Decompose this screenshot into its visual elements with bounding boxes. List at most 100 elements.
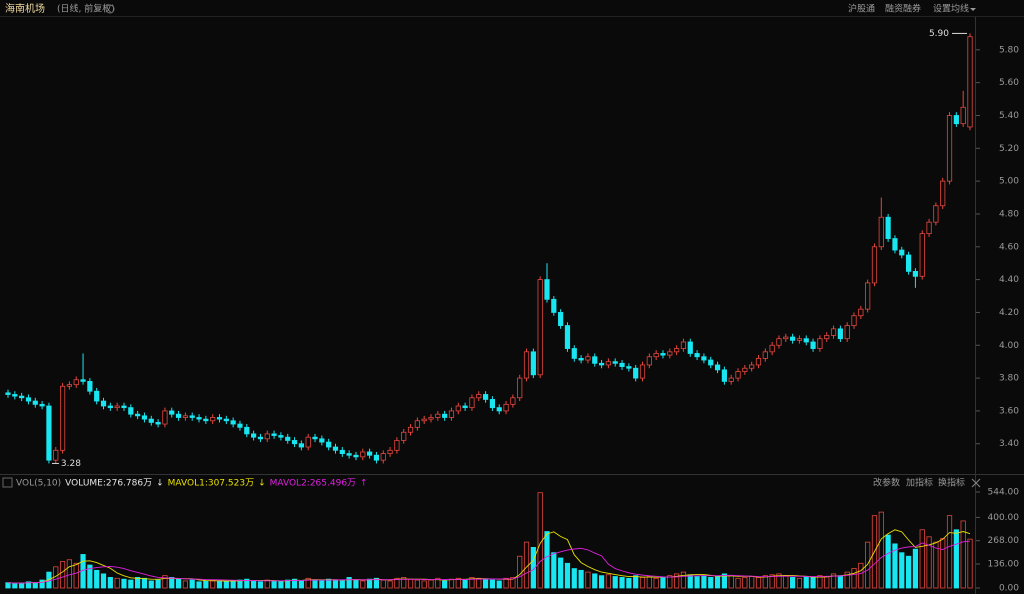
volume-bar (196, 581, 202, 589)
candle-body (708, 359, 714, 366)
candle-body (421, 418, 427, 422)
volume-bar (687, 574, 693, 589)
help-icon[interactable] (2, 477, 13, 488)
volume-bar (742, 577, 748, 589)
volume-bar (653, 577, 659, 589)
candle-body (940, 180, 946, 207)
volume-bar (755, 577, 762, 589)
volume-bar (551, 552, 557, 589)
candle-body (346, 453, 352, 456)
candle-body (46, 405, 52, 461)
volume-bar (844, 571, 850, 589)
dropdown-icon[interactable] (970, 8, 976, 11)
volume-bar (189, 579, 195, 589)
candle-body (933, 205, 939, 223)
candle-body (674, 348, 680, 353)
y-tick-label: 4.00 (999, 341, 1019, 351)
volume-bar (790, 577, 796, 589)
candle-body (442, 413, 448, 418)
v-tick-label: 0.00 (999, 584, 1019, 594)
candle-body (148, 418, 154, 423)
volume-bar (503, 577, 509, 589)
volume-bar (605, 574, 611, 589)
candle-body (701, 356, 707, 361)
volume-bar (633, 575, 639, 589)
volume-bar (210, 579, 216, 589)
candle-body (59, 385, 66, 451)
volume-bar (39, 579, 45, 589)
candle-body (73, 379, 79, 386)
candle-body (878, 216, 884, 248)
header-button[interactable]: 设置均线 (933, 3, 969, 15)
candle-body (899, 249, 905, 256)
candle-body (544, 279, 550, 300)
volume-header-item: ↓ (258, 479, 266, 489)
header-button[interactable]: 融资融券 (885, 3, 921, 15)
volume-bar (905, 555, 912, 589)
candle-body (182, 415, 188, 418)
y-tick-label: 5.80 (999, 45, 1019, 55)
candle-body (551, 298, 557, 313)
volume-bar (892, 543, 898, 589)
candle-body (489, 399, 496, 409)
panel-button[interactable]: 加指标 (906, 477, 933, 489)
stock-title: 海南机场 (5, 2, 45, 15)
candle-body (571, 348, 577, 359)
candle-body (271, 433, 277, 436)
volume-bar (114, 577, 120, 589)
volume-bar (442, 580, 448, 589)
candle-body (946, 115, 953, 182)
volume-bar (701, 575, 707, 589)
volume-bar (646, 576, 652, 589)
candle-body (598, 362, 605, 366)
volume-header-item: VOL(5,10) (16, 479, 61, 489)
volume-bar (73, 562, 79, 589)
candle-body (919, 233, 925, 277)
settings-icon[interactable] (105, 4, 115, 14)
candle-body (216, 417, 223, 420)
volume-bar (824, 576, 830, 589)
v-tick-label: 136.00 (988, 560, 1020, 570)
candle-body (503, 403, 509, 412)
candle-body (769, 344, 775, 353)
panel-button[interactable]: 改参数 (873, 477, 900, 489)
candle-body (905, 254, 912, 272)
candle-body (114, 405, 120, 409)
volume-bar (626, 577, 632, 589)
volume-bar (155, 579, 161, 589)
y-tick-label: 5.20 (999, 144, 1019, 154)
candle-body (223, 418, 229, 422)
volume-bar (428, 579, 434, 589)
candle-body (523, 351, 530, 379)
volume-bar (319, 580, 325, 589)
stock-subtitle: (日线, 前复权) (57, 3, 115, 15)
candle-body (619, 362, 625, 367)
candle-body (844, 325, 850, 340)
volume-bar (421, 580, 427, 589)
volume-header-item: ↑ (360, 479, 368, 489)
candle-body (653, 353, 659, 358)
candle-body (714, 364, 721, 371)
volume-bar (462, 579, 468, 589)
candle-body (912, 271, 919, 277)
y-tick-label: 4.20 (999, 308, 1019, 318)
panel-button[interactable]: 换指标 (938, 477, 965, 489)
candle-body (100, 400, 107, 407)
volume-bar (933, 541, 939, 589)
volume-bar (885, 534, 891, 589)
candle-body (175, 413, 182, 418)
y-tick-label: 4.40 (999, 275, 1019, 285)
volume-bar (223, 581, 229, 589)
volume-bar (926, 536, 932, 589)
volume-bar (946, 515, 953, 589)
close-icon[interactable] (971, 478, 981, 488)
volume-bar (66, 559, 73, 589)
header-button[interactable]: 沪股通 (848, 3, 875, 15)
volume-bar (680, 571, 687, 589)
candle-body (237, 423, 243, 428)
candle-body (251, 433, 257, 438)
candle-body (339, 449, 345, 454)
candle-body (373, 454, 380, 461)
candle-body (448, 410, 455, 418)
